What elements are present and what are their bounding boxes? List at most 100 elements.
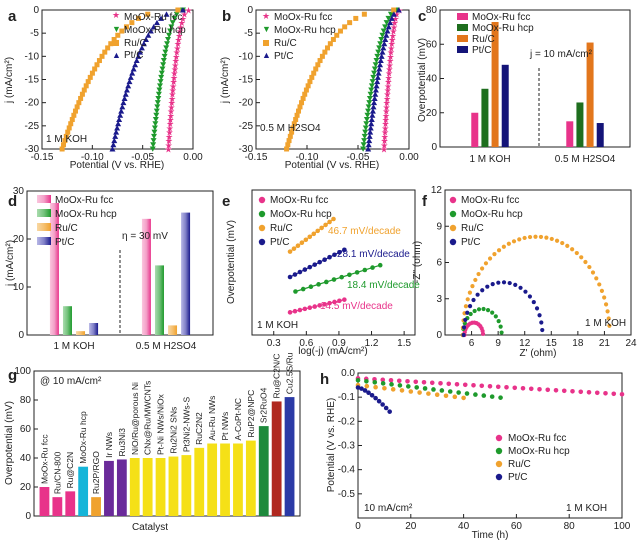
- panel-h-ytick-3: -0.2: [338, 416, 356, 427]
- panel-b-fcc-point-27: ★: [381, 119, 389, 129]
- panel-g-bar-2: [65, 491, 76, 516]
- panel-f-ruc-point-35: [597, 282, 602, 287]
- panel-g-bar-label-10: Ru2Ni2 SNs: [168, 407, 178, 454]
- panel-a-fcc-point-24: ★: [167, 107, 175, 117]
- panel-b-fcc-point-24: ★: [382, 107, 390, 117]
- panel-a-hcp-point-9: [163, 45, 170, 51]
- panel-f-ruc-point-33: [590, 270, 596, 275]
- tafel-hcp: 18.4 mV/decade: [347, 280, 420, 291]
- panel-f-ruc-point-19: [522, 235, 527, 241]
- panel-f-ruc-point-34: [594, 276, 599, 281]
- panel-b-ptc-point-19: [372, 87, 379, 93]
- panel-a-ruc-point-15: [89, 70, 95, 76]
- panel-a-hcp-point-24: [153, 108, 160, 114]
- panel-h-xtick-4: 80: [564, 521, 576, 532]
- panel-a-ptc-point-18: [125, 83, 132, 89]
- panel-h-hcp-point-6: [406, 384, 411, 389]
- panel-h-fcc-point-24: [553, 387, 559, 393]
- panel-g-bar-11: [181, 455, 192, 516]
- panel-f-xtick-3: 15: [546, 338, 558, 349]
- panel-h-fcc-point-29: [594, 390, 600, 396]
- panel-b-fcc-point-2: ★: [392, 14, 400, 24]
- panel-h-hcp-point-1: [364, 378, 369, 384]
- panel-e-ptc-point-5: [312, 262, 318, 267]
- panel-b-hcp-point-15: [371, 70, 378, 76]
- panel-b-fcc-point-22: ★: [383, 98, 391, 108]
- panel-b-fcc-point-14: ★: [385, 64, 393, 74]
- panel-b-ruc-point-17: [307, 79, 313, 85]
- panel-c: c 0 20 40 60 80 MoOx-Ru fcc MoOx-Ru hcp Ru/C…: [417, 5, 631, 165]
- legend-h-ruc-marker: [495, 460, 503, 468]
- panel-c-bar-ptc-0: [501, 64, 509, 147]
- panel-label-c: c: [418, 8, 426, 25]
- panel-b-fcc-point-7: ★: [388, 35, 396, 45]
- panel-a-ptc-point-19: [123, 87, 130, 93]
- panel-e-ptc-point-4: [307, 264, 313, 270]
- panel-a-ptc-point-32: [110, 141, 117, 148]
- panel-h-ruc-point-7: [417, 390, 422, 395]
- panel-f-xtick-4: 18: [572, 338, 584, 349]
- panel-b-fcc-point-6: ★: [389, 31, 397, 41]
- panel-a-hcp-point-13: [160, 62, 167, 68]
- panel-label-e: e: [222, 193, 230, 210]
- panel-b-ptc-point-9: [380, 45, 387, 51]
- panel-a-hcp-point-18: [157, 83, 164, 89]
- panel-e-hcp-point-11: [377, 262, 383, 268]
- panel-a-hcp-point-7: [165, 36, 172, 43]
- panel-f-ptc-point-11: [501, 280, 507, 285]
- panel-h-hcp-point-17: [498, 395, 503, 400]
- panel-b-ptc-point-12: [377, 57, 384, 64]
- panel-a-ruc-point-5: [119, 28, 125, 34]
- panel-a-ruc-point-18: [83, 83, 89, 89]
- panel-e-ptc-point-1: [292, 272, 298, 277]
- panel-h-ytick-4: -0.1: [338, 392, 356, 403]
- panel-e-hcp-point-6: [339, 274, 344, 280]
- panel-h-fcc-point-23: [545, 387, 551, 393]
- panel-a-ptc-point-28: [114, 125, 121, 131]
- panel-g-ytick-3: 60: [20, 424, 32, 435]
- panel-a-ptc-point-10: [137, 49, 144, 55]
- panel-b-ptc-point-30: [366, 133, 373, 139]
- panel-a-fcc-point-15: ★: [170, 69, 178, 79]
- panel-b-hcp-point-2: [385, 15, 392, 22]
- panel-a-ptc-point-6: [145, 32, 152, 38]
- panel-c-bar-hcp-0: [481, 88, 489, 147]
- panel-a-fcc-point-12: ★: [172, 56, 180, 66]
- panel-b-ruc-point-29: [289, 129, 295, 135]
- panel-f-ptc-point-8: [485, 284, 490, 289]
- panel-e-hcp-point-2: [308, 284, 314, 290]
- panel-a-fcc-point-10: ★: [173, 48, 181, 58]
- panel-f-ruc-point-6: [467, 290, 473, 295]
- legend-e-ptc: Pt/C: [270, 237, 289, 248]
- legend-c-ruc-swatch: [457, 35, 468, 42]
- panel-a-ylabel: j (mA/cm²): [4, 57, 15, 104]
- panel-b-ptc-point-31: [366, 137, 373, 144]
- panel-c-annotation: j = 10 mA/cm²: [529, 49, 593, 60]
- panel-b-hcp-point-26: [363, 117, 370, 123]
- panel-b-ruc-point-28: [290, 125, 296, 131]
- panel-a-ruc-point-17: [85, 79, 91, 85]
- panel-c-bar-fcc-1: [566, 121, 574, 147]
- panel-e-ptc-point-8: [327, 254, 332, 260]
- panel-a-ruc-point-6: [115, 32, 121, 38]
- panel-b-ruc-point-4: [342, 24, 348, 30]
- panel-b-ruc-point-14: [313, 66, 319, 72]
- panel-b: b -0.15 -0.10 -0.05 0.00-30-25-20-15-10-50 …: [220, 5, 419, 171]
- panel-f-hcp-point-11: [496, 318, 501, 324]
- panel-b-fcc-point-13: ★: [386, 60, 394, 70]
- panel-a-ruc-point-33: [59, 146, 65, 152]
- panel-f-fcc-point-13: [480, 331, 486, 336]
- panel-h-fcc-point-12: [454, 381, 460, 387]
- panel-f-ruc-point-31: [583, 259, 588, 265]
- panel-a-ruc-point-21: [78, 95, 84, 101]
- panel-h-xlabel: Time (h): [472, 530, 509, 541]
- panel-b-fcc-point-12: ★: [386, 56, 394, 66]
- legend-h-hcp-marker: [495, 447, 503, 455]
- panel-d-bar-hcp-1: [154, 265, 164, 335]
- legend-c-hcp: MoOx-Ru hcp: [472, 23, 534, 34]
- panel-b-ruc-point-26: [293, 117, 299, 123]
- panel-a-hcp-point-31: [150, 138, 157, 144]
- legend-f-ruc-marker: [449, 224, 457, 232]
- panel-b-hcp-point-22: [366, 100, 373, 106]
